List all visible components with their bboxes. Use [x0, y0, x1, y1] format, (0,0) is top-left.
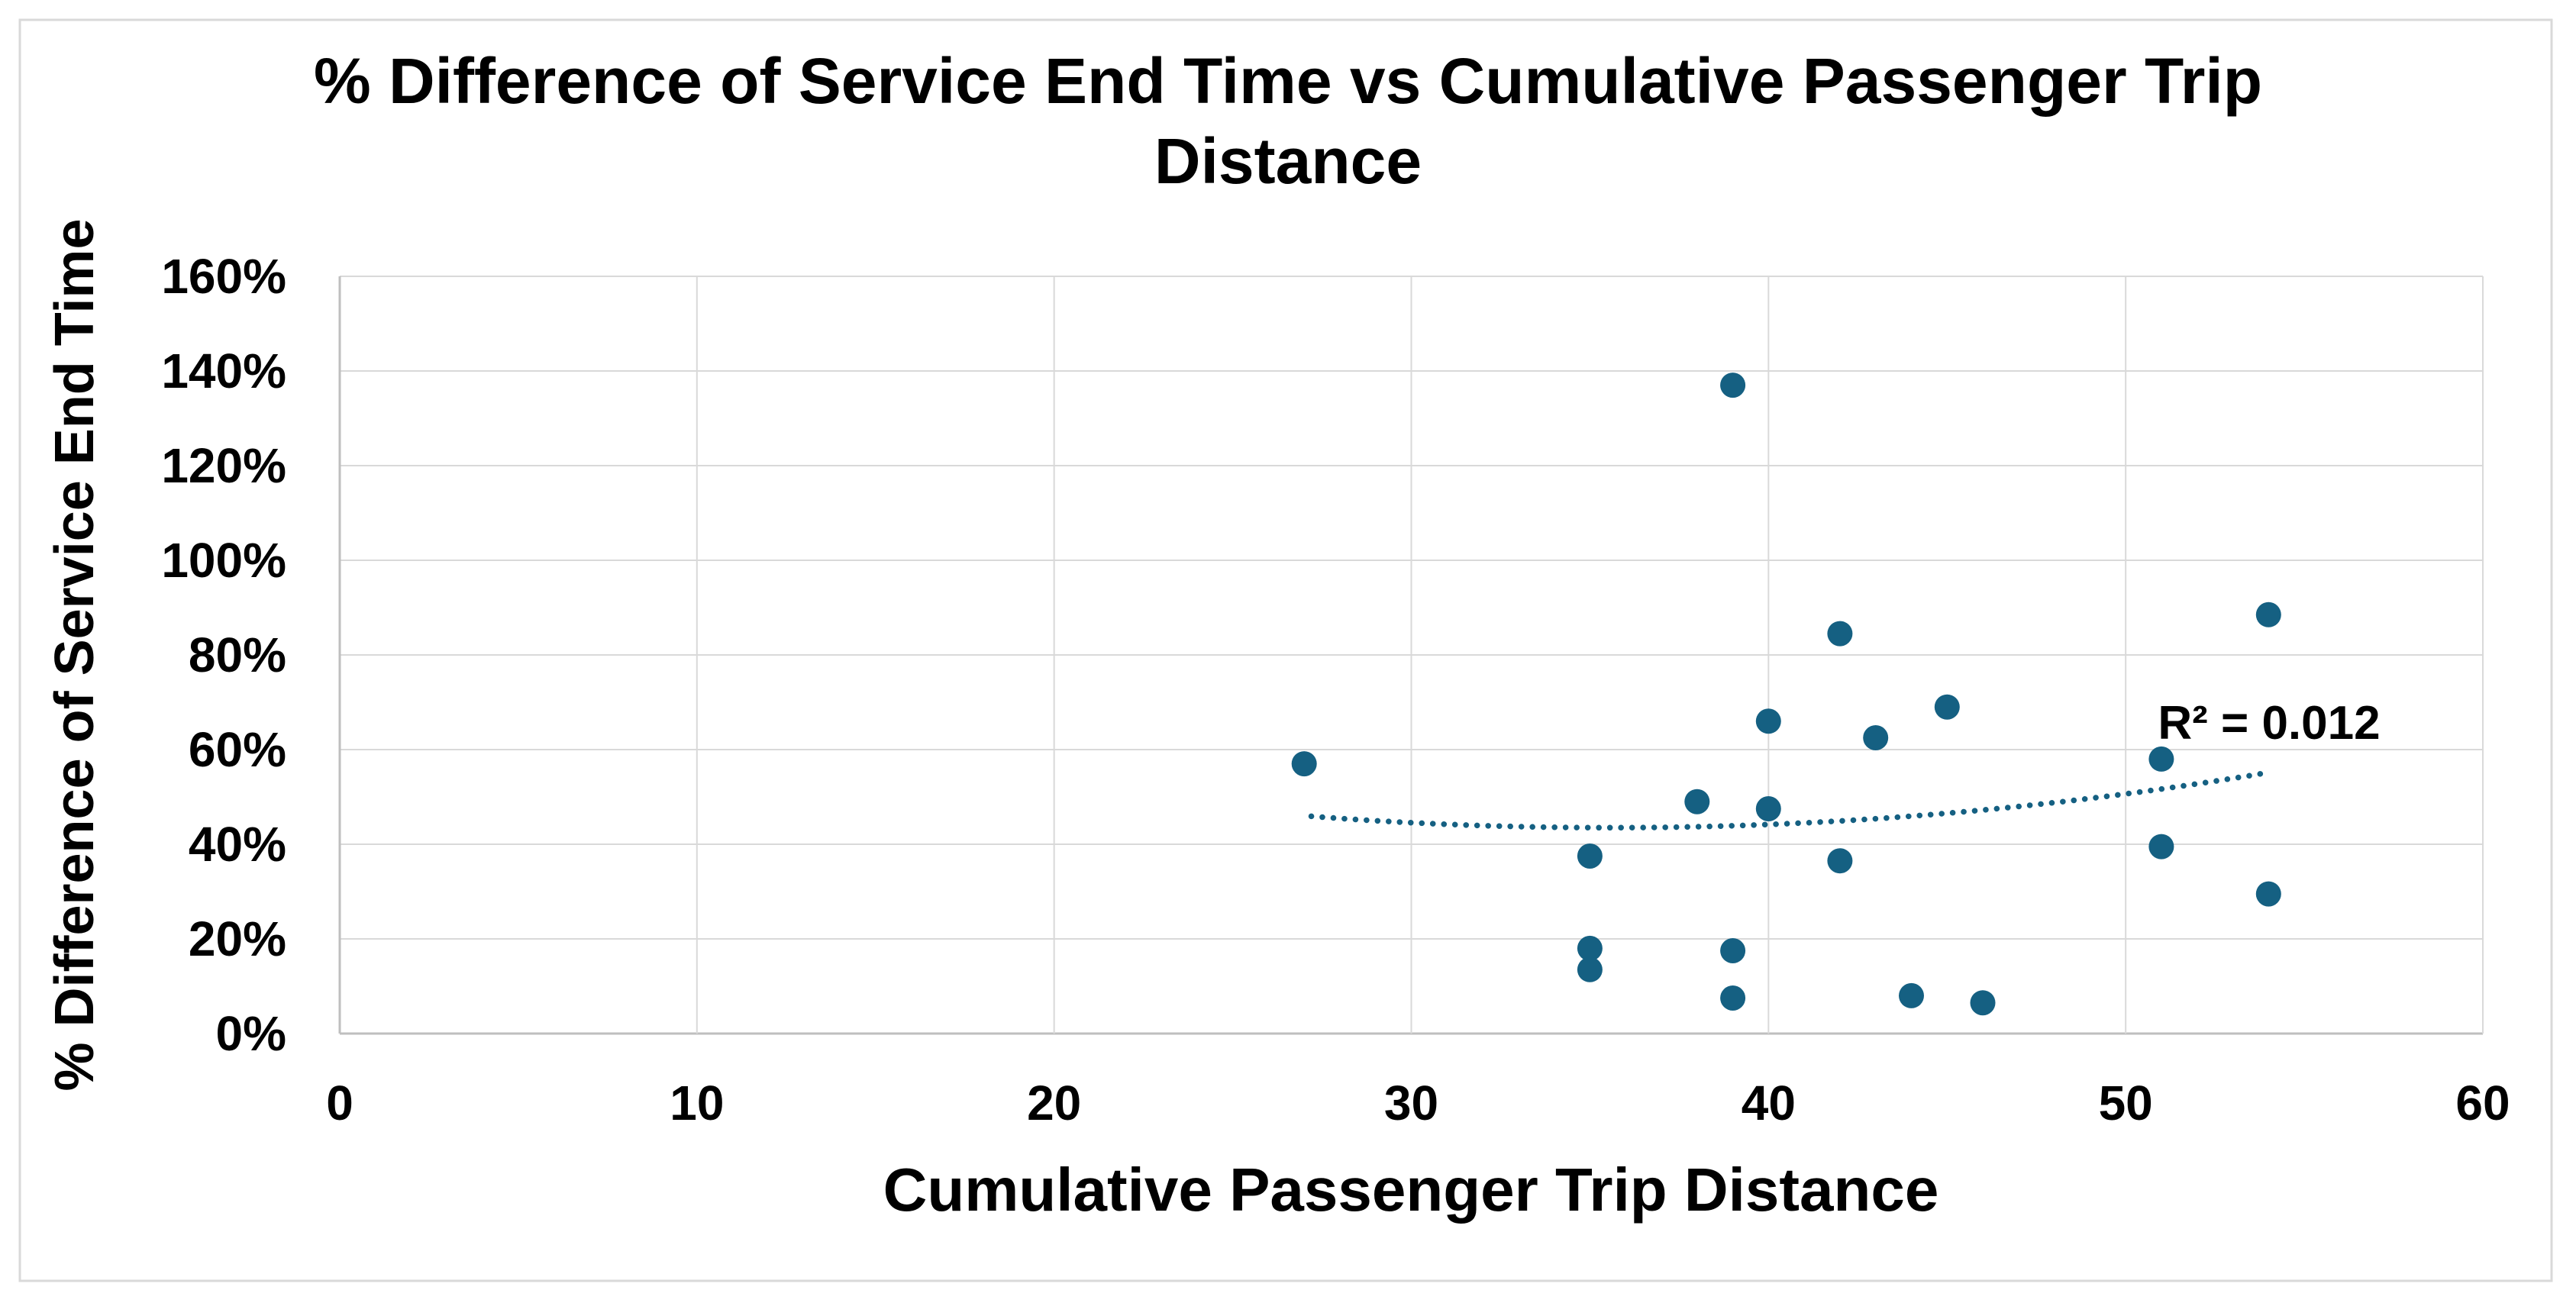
data-point — [1755, 708, 1781, 734]
data-point — [2148, 746, 2174, 772]
chart-title-line1: % Difference of Service End Time vs Cumu… — [314, 45, 2262, 117]
data-point — [1899, 982, 1924, 1008]
y-tick-label-140: 140% — [161, 343, 286, 398]
y-tick-label-120: 120% — [161, 438, 286, 493]
data-point — [1577, 956, 1603, 982]
data-point — [1684, 789, 1710, 814]
data-point — [1577, 935, 1603, 961]
data-point — [1291, 751, 1317, 777]
data-points — [1291, 373, 2281, 1016]
trendline — [1308, 770, 2264, 831]
x-tick-label-30: 30 — [1384, 1076, 1438, 1130]
data-point — [1863, 725, 1889, 750]
y-tick-label-100: 100% — [161, 533, 286, 588]
y-axis-title: % Difference of Service End Time — [44, 218, 105, 1091]
x-tick-label-60: 60 — [2455, 1076, 2510, 1130]
chart-title-line2: Distance — [1154, 125, 1422, 197]
x-tick-label-20: 20 — [1027, 1076, 1081, 1130]
data-point — [1827, 848, 1853, 874]
data-point — [1720, 373, 1746, 398]
data-point — [1720, 985, 1746, 1011]
data-point — [1827, 621, 1853, 647]
data-point — [1755, 796, 1781, 821]
vertical-gridlines — [338, 276, 2484, 1034]
y-tick-label-80: 80% — [189, 627, 286, 682]
y-tick-label-0: 0% — [216, 1006, 287, 1061]
data-point — [2255, 602, 2281, 627]
data-point — [1720, 938, 1746, 963]
data-point — [2255, 881, 2281, 907]
data-point — [2148, 834, 2174, 860]
x-tick-label-50: 50 — [2099, 1076, 2153, 1130]
x-axis-title: Cumulative Passenger Trip Distance — [883, 1156, 1939, 1224]
y-tick-label-20: 20% — [189, 911, 286, 966]
y-axis-tick-labels: 0% 20% 40% 60% 80% 100% 120% 140% 160% — [161, 249, 286, 1061]
chart-border — [18, 18, 2553, 1282]
x-axis-tick-labels: 0 10 20 30 40 50 60 — [326, 1076, 2510, 1130]
data-point — [1934, 694, 1960, 720]
data-point — [1970, 990, 1996, 1016]
x-tick-label-10: 10 — [670, 1076, 724, 1130]
y-tick-label-60: 60% — [189, 722, 286, 777]
y-tick-label-160: 160% — [161, 249, 286, 304]
r-squared-label: R² = 0.012 — [2158, 697, 2380, 750]
data-point — [1577, 843, 1603, 869]
x-tick-label-40: 40 — [1742, 1076, 1796, 1130]
x-tick-label-0: 0 — [326, 1076, 353, 1130]
y-tick-label-40: 40% — [189, 817, 286, 872]
